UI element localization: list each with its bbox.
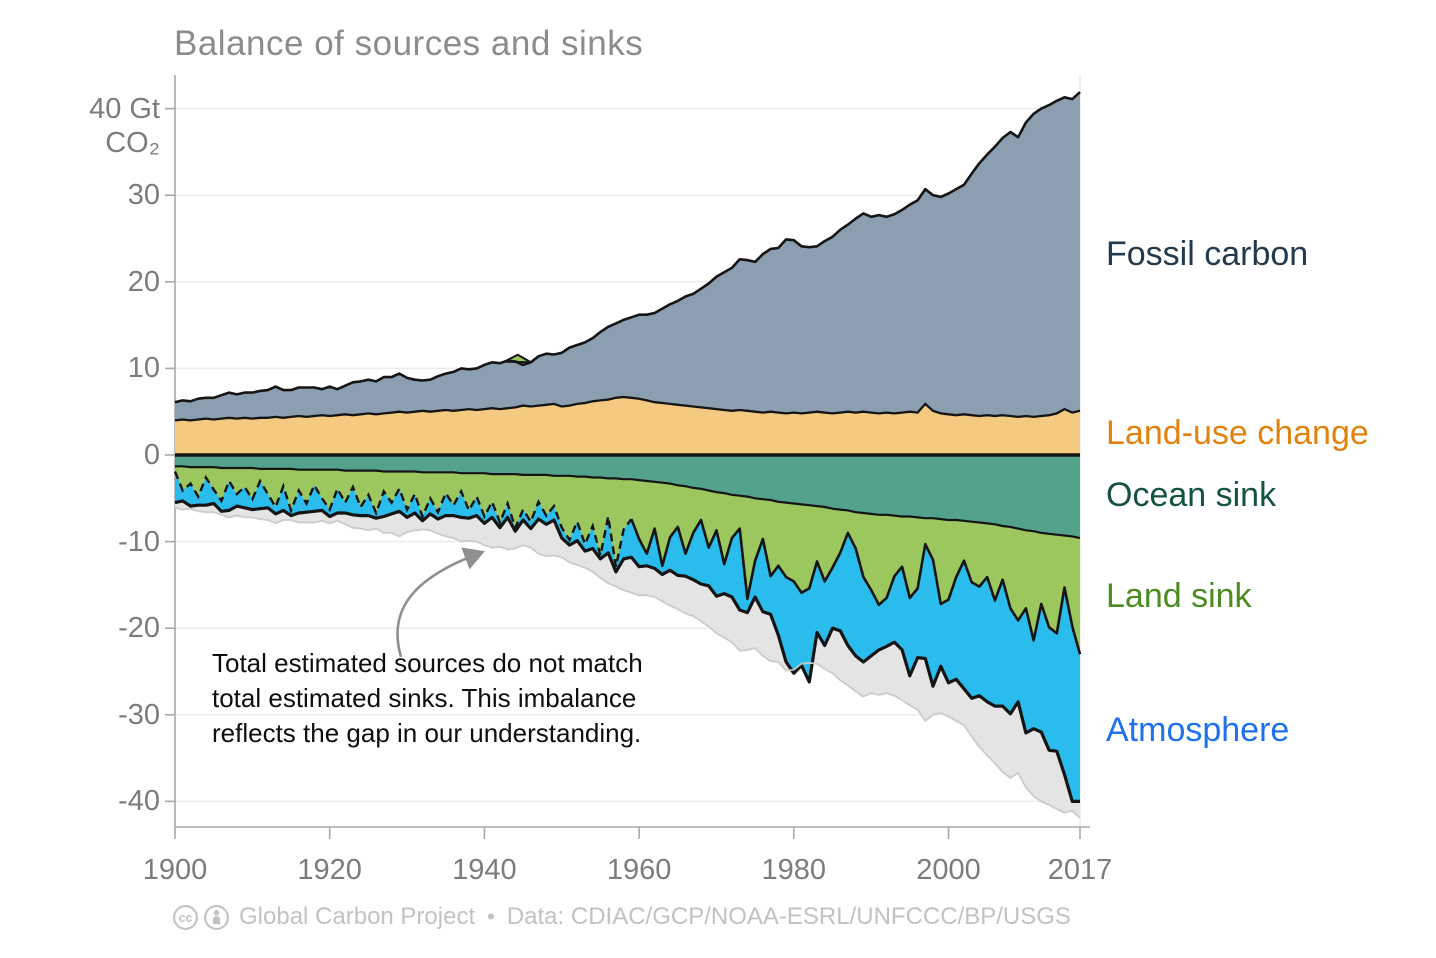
license-icons: cc [172, 904, 230, 931]
x-tick-label-1960: 1960 [606, 854, 672, 886]
y-tick-label-30: 30 [127, 179, 160, 212]
x-tick-label-1980: 1980 [761, 854, 827, 886]
legend-label-fossil: Fossil carbon [1106, 235, 1309, 273]
y-tick-label-20: 20 [127, 265, 160, 298]
total-sources-top-line [174, 91, 1081, 404]
cc-by-attribution-icon [204, 904, 229, 930]
footer-credit: cc Global Carbon Project • Data: CDIAC/G… [172, 903, 1071, 931]
imbalance-boundary-line [174, 506, 1081, 819]
x-tick-label-1920: 1920 [297, 854, 362, 886]
fossil-carbon-area [175, 92, 1080, 421]
y-tick-label--10: -10 [118, 525, 160, 558]
y-tick-label--40: -40 [118, 785, 160, 818]
land-use-change-area [175, 397, 1080, 455]
atmosphere-area [175, 471, 1080, 802]
x-tick-label-2000: 2000 [916, 854, 981, 886]
ocean-sink-bottom-line [175, 465, 1081, 540]
legend-label-ocean: Ocean sink [1106, 476, 1277, 514]
footer-separator: • [487, 904, 495, 929]
chart-title: Balance of sources and sinks [174, 24, 644, 63]
total-sinks-bottom-line [174, 499, 1080, 803]
cc-license-icon: cc [173, 904, 198, 930]
land-sink-area [175, 466, 1080, 655]
y-tick-label-0: 0 [143, 439, 160, 471]
y-tick-label-10: 10 [127, 352, 160, 385]
land-use-top-line [174, 395, 1081, 422]
svg-text:cc: cc [179, 911, 193, 925]
footer-source: Global Carbon Project [239, 903, 476, 930]
atmosphere-top-line-dashed [173, 471, 633, 567]
footer-data-credit: Data: CDIAC/GCP/NOAA-ESRL/UNFCCC/BP/USGS [506, 903, 1071, 930]
legend-label-landuse: Land-use change [1106, 414, 1369, 452]
legend-label-land: Land sink [1106, 577, 1252, 615]
ocean-sink-area [175, 455, 1080, 539]
annotation-arrow [396, 547, 485, 658]
y-tick-label--20: -20 [118, 612, 160, 645]
y-tick-label--30: -30 [118, 698, 160, 731]
legend-label-atmosphere: Atmosphere [1106, 711, 1290, 749]
x-tick-label-2017: 2017 [1047, 854, 1113, 886]
atmosphere-top-line-solid [630, 518, 1082, 655]
x-tick-label-1900: 1900 [142, 854, 208, 886]
y-tick-label-40: 40 Gt [89, 92, 160, 125]
y-axis-unit-line2: CO₂ [105, 126, 160, 159]
imbalance-annotation: Total estimated sources do not match tot… [212, 648, 643, 748]
x-tick-label-1940: 1940 [452, 854, 517, 886]
